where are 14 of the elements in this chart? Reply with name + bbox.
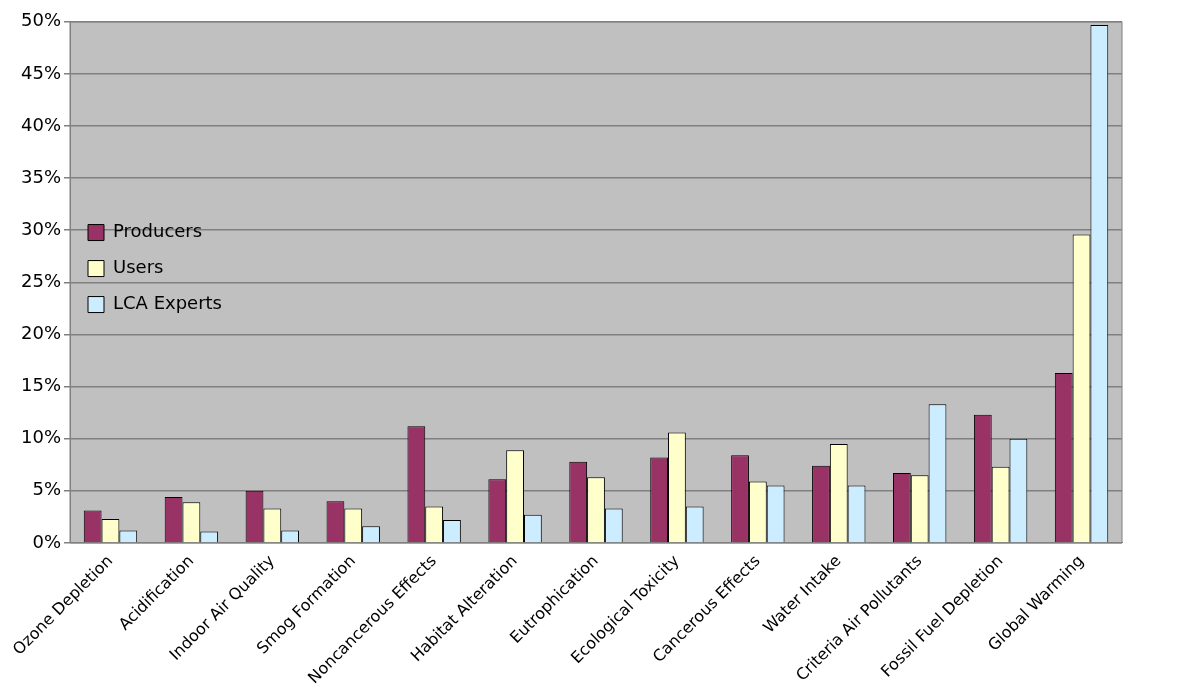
y-tick-label: 30% (20, 217, 62, 239)
y-tick-label: 0% (32, 530, 62, 552)
y-tick-label: 45% (20, 61, 62, 83)
y-tick-label: 35% (20, 165, 62, 187)
y-tick-label: 20% (20, 322, 62, 344)
y-tick-label: 5% (32, 478, 62, 500)
y-tick-label: 50% (20, 9, 62, 31)
y-tick-label: 10% (20, 426, 62, 448)
y-tick-label: 40% (20, 113, 62, 135)
y-tick-label: 15% (20, 374, 62, 396)
y-tick-label: 25% (20, 270, 62, 292)
legend-label: LCA Experts (113, 292, 223, 314)
legend-label: Users (113, 256, 164, 278)
legend-label: Producers (113, 220, 203, 242)
